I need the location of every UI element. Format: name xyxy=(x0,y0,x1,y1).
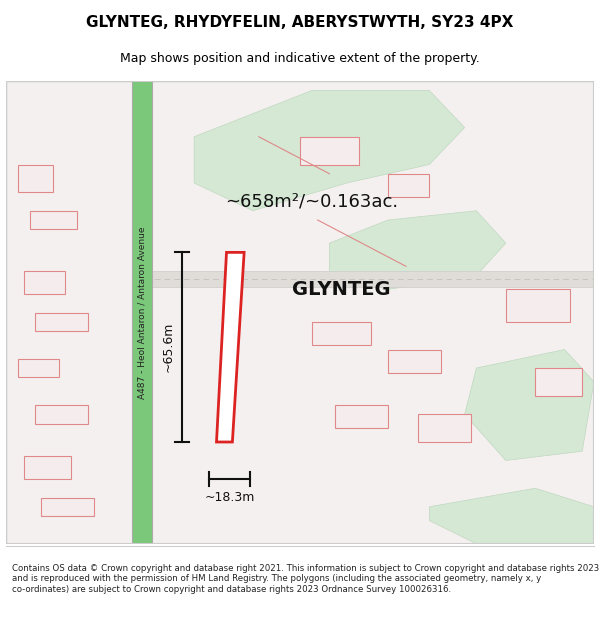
Polygon shape xyxy=(535,368,582,396)
Polygon shape xyxy=(388,349,441,372)
Text: GLYNTEG: GLYNTEG xyxy=(292,280,391,299)
Text: A487 - Heol Antaron / Antaron Avenue: A487 - Heol Antaron / Antaron Avenue xyxy=(137,226,146,399)
Polygon shape xyxy=(41,498,94,516)
Polygon shape xyxy=(506,289,571,322)
Text: GLYNTEG, RHYDYFELIN, ABERYSTWYTH, SY23 4PX: GLYNTEG, RHYDYFELIN, ABERYSTWYTH, SY23 4… xyxy=(86,15,514,30)
Polygon shape xyxy=(194,91,464,211)
Polygon shape xyxy=(464,349,594,461)
Bar xyxy=(133,81,152,544)
Text: ~18.3m: ~18.3m xyxy=(204,491,254,504)
Polygon shape xyxy=(430,488,594,544)
Polygon shape xyxy=(418,414,470,442)
Polygon shape xyxy=(335,405,388,428)
Text: Map shows position and indicative extent of the property.: Map shows position and indicative extent… xyxy=(120,52,480,65)
Text: ~65.6m: ~65.6m xyxy=(161,322,174,372)
Polygon shape xyxy=(29,211,77,229)
Polygon shape xyxy=(312,322,371,345)
Bar xyxy=(136,271,594,287)
Polygon shape xyxy=(300,137,359,164)
Polygon shape xyxy=(217,253,244,442)
Polygon shape xyxy=(35,405,88,424)
Polygon shape xyxy=(35,312,88,331)
Polygon shape xyxy=(329,211,506,289)
Text: Contains OS data © Crown copyright and database right 2021. This information is : Contains OS data © Crown copyright and d… xyxy=(12,564,599,594)
Polygon shape xyxy=(23,271,65,294)
Text: ~658m²/~0.163ac.: ~658m²/~0.163ac. xyxy=(225,192,398,211)
Polygon shape xyxy=(23,456,71,479)
Polygon shape xyxy=(18,164,53,192)
Polygon shape xyxy=(388,174,430,197)
Polygon shape xyxy=(18,359,59,378)
